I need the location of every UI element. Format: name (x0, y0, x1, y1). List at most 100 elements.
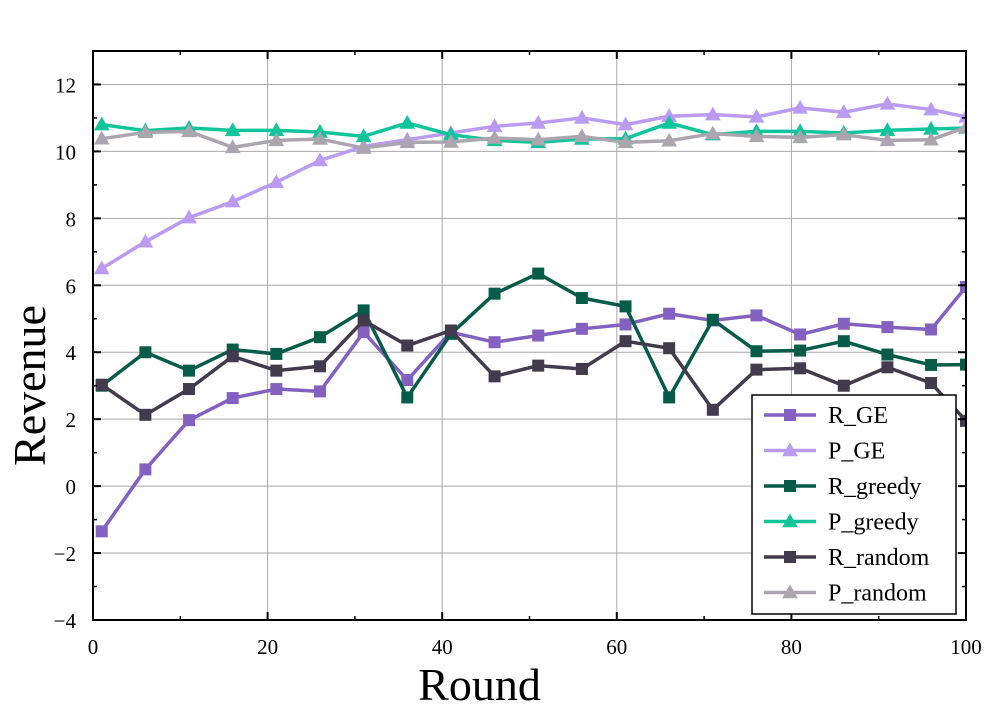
data-point (794, 362, 807, 375)
data-point (881, 321, 894, 334)
data-point (313, 385, 326, 398)
data-point (748, 128, 765, 143)
data-point (357, 326, 370, 339)
data-point (960, 414, 966, 427)
data-point (226, 392, 239, 405)
legend: R_GE P_GE R_greedy P_greedy R_random P_random (751, 394, 957, 615)
y-tick-label: 10 (55, 140, 76, 164)
data-point (530, 114, 547, 129)
legend-item: P_greedy (764, 510, 919, 536)
data-point (704, 106, 721, 121)
data-point (532, 329, 545, 342)
data-point (137, 233, 154, 248)
x-tick-label: 100 (950, 635, 982, 659)
data-point (960, 280, 966, 293)
x-tick-label: 80 (781, 635, 802, 659)
data-point (181, 209, 197, 224)
data-point (139, 346, 152, 359)
data-point (313, 331, 326, 344)
data-point (95, 525, 108, 538)
series-r-greedy (95, 267, 966, 404)
data-point (183, 383, 196, 396)
data-point (663, 307, 676, 320)
data-point (488, 287, 501, 300)
data-point (750, 345, 763, 358)
legend-item: R_GE (764, 403, 888, 429)
data-point (224, 139, 241, 154)
data-point (837, 317, 850, 330)
data-point (355, 140, 372, 154)
data-point (312, 131, 328, 145)
series-layer (93, 95, 966, 538)
y-tick-label: −2 (54, 542, 76, 566)
legend-item: R_greedy (764, 474, 921, 500)
data-point (224, 193, 241, 208)
data-point (268, 174, 285, 188)
data-point (923, 131, 939, 146)
legend-label: P_random (828, 581, 927, 607)
data-point (183, 414, 196, 427)
series-r-random (95, 314, 966, 427)
data-point (575, 362, 588, 375)
data-point (750, 309, 763, 322)
legend-swatch-marker (784, 551, 796, 563)
data-point (617, 134, 634, 149)
data-point (93, 116, 110, 131)
data-point (532, 359, 545, 372)
y-tick-label: 2 (66, 408, 77, 432)
legend-label: R_greedy (828, 474, 921, 500)
data-point (835, 126, 852, 141)
data-point (706, 313, 719, 326)
x-tick-label: 60 (606, 635, 627, 659)
data-point (925, 323, 938, 336)
data-point (181, 123, 197, 138)
data-point (748, 108, 765, 123)
y-tick-label: 12 (55, 73, 76, 97)
data-point (837, 335, 850, 348)
legend-swatch-marker (784, 409, 796, 421)
x-tick-label: 20 (257, 635, 278, 659)
y-tick-label: 6 (66, 274, 77, 298)
data-point (401, 339, 414, 352)
legend-label: P_GE (828, 439, 885, 465)
data-point (663, 342, 676, 355)
data-point (95, 378, 108, 391)
legend-item: P_random (764, 581, 927, 607)
data-point (925, 358, 938, 371)
data-point (357, 304, 370, 317)
data-point (486, 130, 503, 144)
data-point (575, 322, 588, 335)
data-point (619, 300, 632, 313)
data-point (837, 379, 850, 392)
data-point (958, 119, 966, 134)
data-point (399, 134, 416, 149)
data-point (794, 344, 807, 357)
data-point (879, 132, 896, 147)
data-point (881, 361, 894, 374)
data-point (137, 124, 154, 139)
legend-item: R_random (764, 545, 930, 571)
data-point (960, 358, 966, 371)
data-point (139, 463, 152, 476)
y-tick-label: 0 (66, 475, 77, 499)
data-point (792, 129, 808, 144)
legend-swatch-marker (782, 513, 798, 528)
series-p-ge (93, 95, 966, 275)
data-point (750, 363, 763, 376)
data-point (443, 134, 459, 148)
data-point (313, 360, 326, 373)
legend-swatch-marker (782, 584, 798, 599)
data-point (270, 383, 283, 396)
data-point (401, 374, 414, 387)
data-point (617, 116, 634, 131)
data-point (835, 104, 852, 119)
data-point (661, 114, 678, 129)
data-point (357, 314, 370, 327)
data-point (619, 335, 632, 348)
data-point (312, 152, 328, 167)
data-point (488, 370, 501, 383)
data-point (794, 328, 807, 341)
data-point (399, 114, 416, 129)
data-point (619, 318, 632, 331)
data-point (93, 260, 110, 275)
